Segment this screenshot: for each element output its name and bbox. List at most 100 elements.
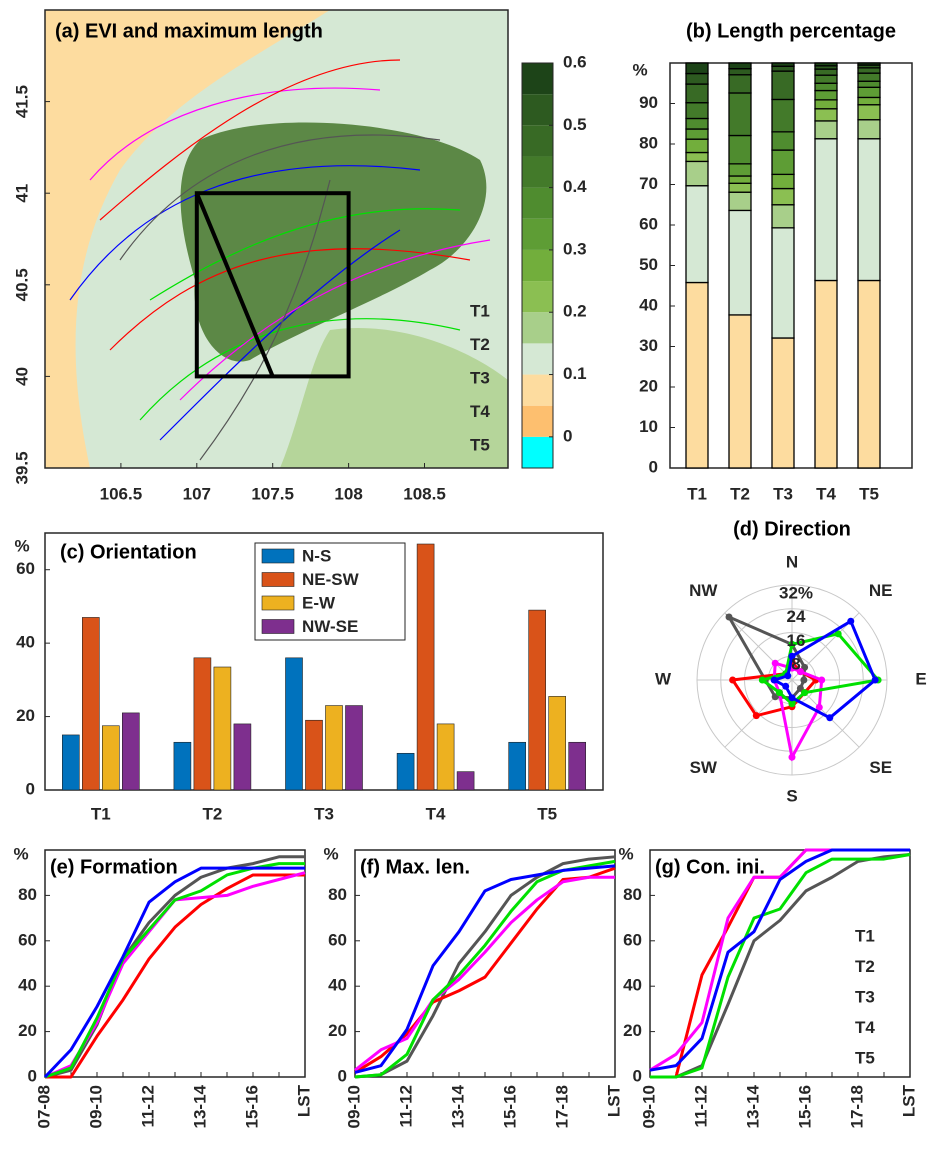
colorbar-tick-label: 0 — [563, 426, 572, 445]
y-tick-label: 39.5 — [12, 451, 31, 484]
radar-point — [818, 677, 825, 684]
bar-segment — [815, 100, 837, 109]
legend-swatch — [262, 596, 294, 610]
legend-label: T3 — [855, 987, 875, 1006]
line — [355, 866, 615, 1073]
x-tick-label: 15-16 — [795, 1085, 814, 1128]
radar-point — [801, 689, 808, 696]
x-tick-label: T4 — [426, 804, 446, 823]
bar-segment — [858, 139, 880, 281]
radar-point — [789, 694, 796, 701]
y-tick-label: 30 — [639, 336, 658, 355]
bar-segment — [772, 228, 794, 338]
bar — [569, 742, 586, 790]
bar-segment — [686, 63, 708, 74]
y-tick-label: 40 — [623, 976, 642, 995]
x-tick-label: 09-10 — [639, 1085, 658, 1128]
colorbar-swatch — [522, 343, 553, 374]
chart-title: (g) Con. ini. — [655, 856, 765, 878]
legend-label: E-W — [302, 593, 336, 612]
y-tick-label: 80 — [18, 885, 37, 904]
bar — [194, 658, 211, 790]
radar-point — [800, 677, 807, 684]
direction-label: N — [786, 552, 798, 571]
y-tick-label: 0 — [633, 1066, 642, 1085]
bar-segment — [772, 174, 794, 188]
colorbar-tick-label: 0.2 — [563, 302, 587, 321]
direction-label: NW — [689, 581, 718, 600]
y-tick-label: 80 — [639, 133, 658, 152]
legend-label: T1 — [470, 301, 490, 320]
bar-segment — [686, 186, 708, 283]
bar — [286, 658, 303, 790]
y-tick-label: 60 — [16, 559, 35, 578]
x-tick-label: 13-14 — [190, 1084, 209, 1128]
chart-title: (a) EVI and maximum length — [55, 20, 323, 42]
radar-point — [726, 614, 733, 621]
legend-label: T5 — [470, 435, 490, 454]
bar-segment — [686, 283, 708, 468]
y-tick-label: 20 — [639, 376, 658, 395]
radar-point — [729, 677, 736, 684]
bar — [174, 742, 191, 790]
x-tick-label: 107.5 — [251, 484, 294, 503]
colorbar-swatch — [522, 437, 553, 468]
y-tick-label: 20 — [623, 1021, 642, 1040]
x-tick-label: T1 — [91, 804, 111, 823]
radar-point — [772, 660, 779, 667]
x-tick-label: T2 — [730, 484, 750, 503]
x-tick-label: 13-14 — [743, 1084, 762, 1128]
colorbar-swatch — [522, 219, 553, 250]
bar — [397, 753, 414, 790]
bar-segment — [858, 68, 880, 73]
y-tick-label: 60 — [623, 930, 642, 949]
bar-segment — [772, 71, 794, 99]
bar — [437, 724, 454, 790]
y-tick-label: 40 — [639, 295, 658, 314]
bar-segment — [772, 150, 794, 174]
bar-segment — [815, 139, 837, 281]
bar-segment — [729, 93, 751, 136]
bar-segment — [772, 66, 794, 71]
colorbar-tick-label: 0.4 — [563, 177, 587, 196]
x-tick-label: 108 — [334, 484, 362, 503]
x-tick-label: 11-12 — [691, 1085, 710, 1128]
x-tick-label: 106.5 — [100, 484, 143, 503]
legend-label: NW-SE — [302, 617, 358, 636]
direction-label: S — [786, 786, 797, 805]
chart-title: (f) Max. len. — [360, 856, 470, 878]
radar-point — [776, 689, 783, 696]
bar-segment — [815, 63, 837, 66]
colorbar-swatch — [522, 406, 553, 437]
bar-segment — [729, 315, 751, 468]
colorbar-swatch — [522, 281, 553, 312]
y-axis-label: % — [632, 60, 647, 79]
y-tick-label: 60 — [328, 930, 347, 949]
bar-segment — [729, 176, 751, 183]
y-tick-label: 20 — [18, 1021, 37, 1040]
colorbar-swatch — [522, 250, 553, 281]
bar-segment — [815, 121, 837, 139]
line — [45, 873, 305, 1077]
x-axis-label: LST — [604, 1084, 623, 1117]
legend-label: T4 — [855, 1018, 875, 1037]
direction-label: SW — [690, 758, 718, 777]
bar — [82, 617, 99, 790]
x-axis-label: LST — [899, 1084, 918, 1117]
radial-tick-label: 8 — [791, 655, 800, 674]
bar-segment — [686, 153, 708, 162]
legend-label: T3 — [470, 368, 490, 387]
bar-segment — [686, 139, 708, 152]
bar — [326, 706, 343, 790]
radial-tick-label: 32% — [779, 583, 813, 602]
x-tick-label: T3 — [314, 804, 334, 823]
x-tick-label: 11-12 — [138, 1085, 157, 1128]
legend-label: N-S — [302, 546, 331, 565]
bar-segment — [729, 210, 751, 314]
y-tick-label: 60 — [639, 214, 658, 233]
bar — [62, 735, 79, 790]
x-tick-label: T3 — [773, 484, 793, 503]
bar — [234, 724, 251, 790]
bar — [306, 720, 323, 790]
radar-point — [759, 677, 766, 684]
